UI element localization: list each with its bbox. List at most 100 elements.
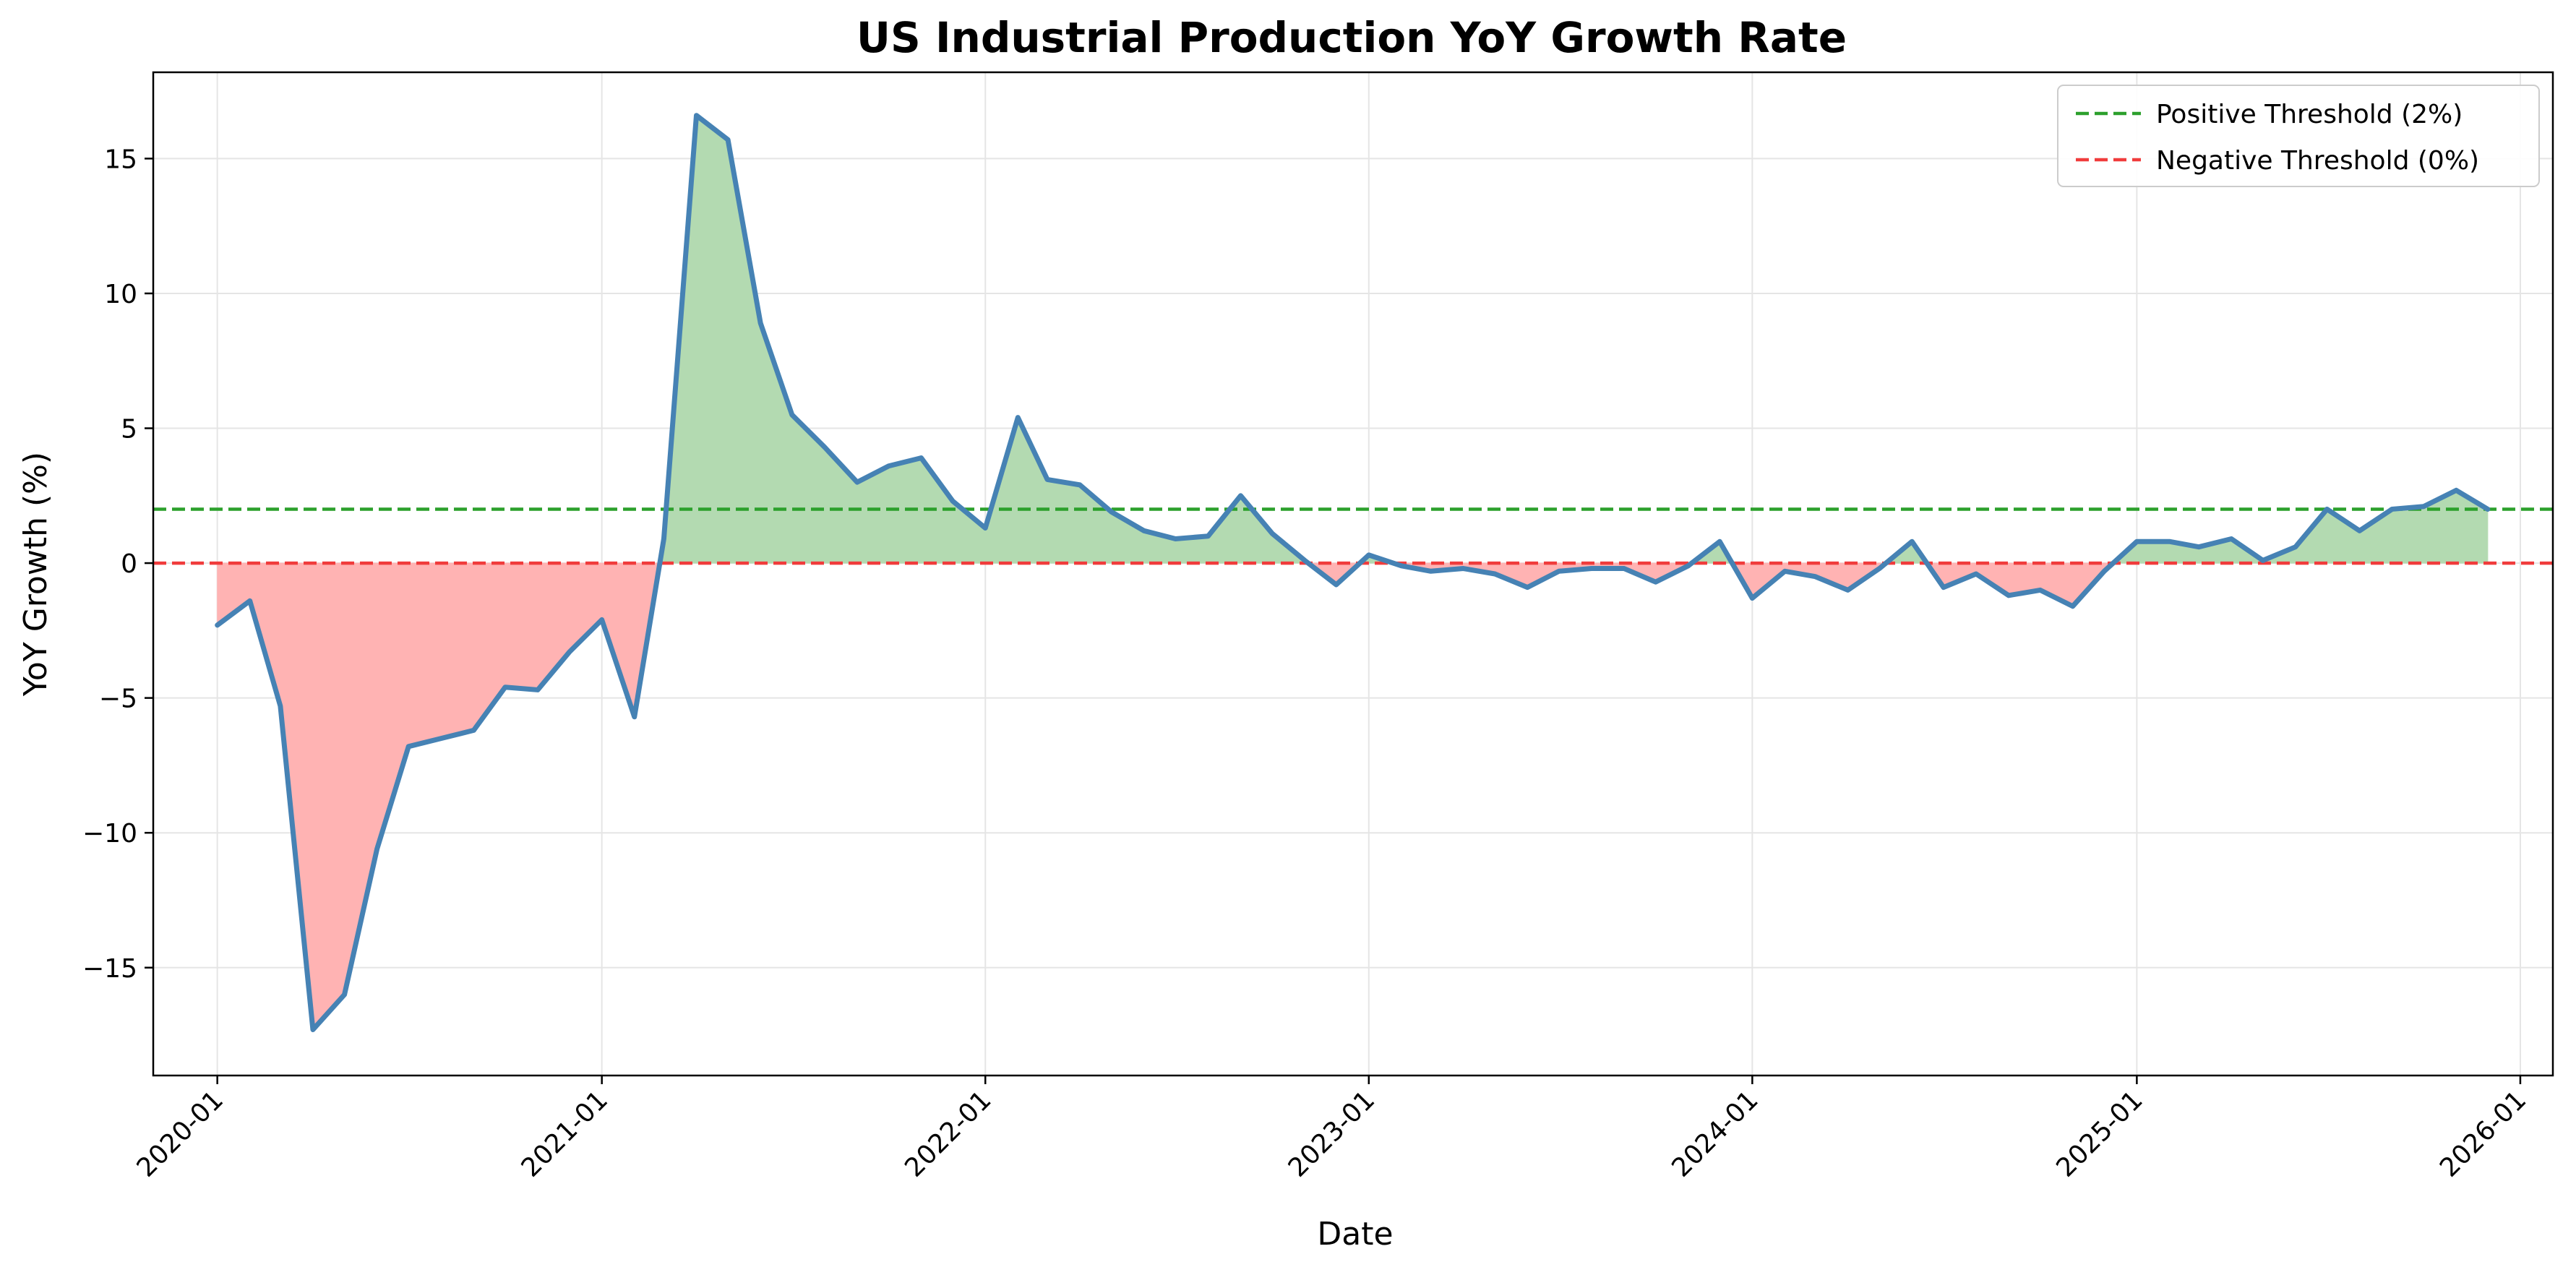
data-point (1750, 596, 1754, 601)
data-point (855, 480, 859, 484)
axes-frame (152, 71, 2554, 1077)
data-point (1782, 569, 1787, 573)
data-point (2358, 528, 2362, 533)
data-point (2197, 545, 2201, 549)
data-point (2134, 539, 2139, 544)
data-point (1045, 477, 1049, 481)
data-point (1461, 567, 1466, 571)
threshold-lines (153, 507, 2553, 565)
y-axis-ticks: −15 −10 −5 0 5 10 15 (82, 145, 153, 984)
data-point (2261, 558, 2265, 562)
x-tick-label: 2022-01 (899, 1085, 997, 1182)
y-tick-label: −5 (99, 684, 137, 714)
y-tick-label: 10 (104, 280, 137, 309)
series-layer (215, 113, 2491, 1033)
data-point (695, 113, 699, 118)
data-point (343, 992, 347, 997)
data-point (1910, 539, 1914, 544)
chart-title: US Industrial Production YoY Growth Rate (856, 13, 1847, 62)
legend-positive-label: Positive Threshold (2%) (2156, 100, 2463, 129)
data-point (758, 321, 763, 325)
data-point (2293, 545, 2298, 549)
data-point (950, 499, 955, 503)
data-point (1622, 567, 1626, 571)
data-point (1686, 564, 1691, 568)
data-point (983, 526, 987, 531)
data-point (1589, 567, 1594, 571)
x-tick-label: 2020-01 (132, 1085, 229, 1182)
x-axis-ticks: 2020-01 2021-01 2022-01 2023-01 2024-01 2025-… (132, 1076, 2532, 1183)
data-point (1206, 534, 1210, 538)
data-point (1877, 567, 1881, 571)
data-point (887, 464, 891, 468)
data-point (1813, 575, 1818, 579)
data-point (2486, 507, 2490, 511)
legend-negative-label: Negative Threshold (0%) (2156, 146, 2479, 176)
data-point (1557, 569, 1561, 573)
data-point (1334, 583, 1339, 587)
data-point (790, 413, 794, 417)
y-tick-label: 0 (121, 549, 137, 579)
x-tick-label: 2024-01 (1666, 1085, 1764, 1182)
data-point (1078, 483, 1082, 487)
data-point (1302, 558, 1307, 562)
data-point (375, 847, 379, 851)
y-tick-label: 15 (104, 145, 137, 174)
data-point (1974, 572, 1978, 576)
data-point (2390, 507, 2395, 511)
x-tick-label: 2023-01 (1283, 1085, 1381, 1182)
data-point (1238, 494, 1242, 498)
data-point (2167, 539, 2171, 544)
x-axis-label: Date (1317, 1216, 1393, 1253)
data-point (215, 623, 220, 627)
data-point (1429, 569, 1433, 573)
data-point (439, 737, 443, 741)
data-point (1654, 580, 1658, 584)
data-point (1493, 572, 1497, 576)
data-point (278, 704, 283, 708)
data-point (726, 137, 730, 142)
data-point (311, 1028, 315, 1032)
data-point (248, 598, 252, 603)
data-point (2102, 569, 2106, 573)
y-axis-label: YoY Growth (%) (17, 452, 54, 697)
data-point (1846, 588, 1850, 592)
data-point (632, 715, 637, 719)
data-point (1173, 536, 1177, 541)
data-point (1525, 585, 1529, 590)
data-point (1109, 510, 1114, 514)
data-point (1399, 564, 1404, 568)
data-point (2324, 507, 2329, 511)
y-tick-label: −10 (82, 819, 137, 849)
data-point (536, 687, 540, 692)
data-point (1016, 416, 1020, 420)
data-point (2454, 488, 2458, 492)
data-point (1941, 585, 1946, 590)
data-point (823, 445, 827, 450)
data-point (406, 744, 411, 749)
data-point (1142, 528, 1146, 533)
data-point (567, 650, 572, 654)
data-point (1270, 531, 1274, 536)
data-point (2071, 604, 2075, 609)
data-point (2006, 593, 2011, 598)
x-tick-label: 2021-01 (516, 1085, 614, 1182)
data-point (600, 617, 604, 622)
y-tick-label: −15 (82, 954, 137, 984)
data-point (919, 456, 924, 460)
data-point (2421, 505, 2426, 509)
data-point (661, 536, 666, 541)
legend-box (2057, 85, 2540, 187)
data-point (2229, 536, 2233, 541)
data-point (503, 685, 507, 690)
data-point (2038, 588, 2043, 592)
x-tick-label: 2026-01 (2434, 1085, 2532, 1182)
y-tick-label: 5 (121, 415, 137, 445)
legend: Positive Threshold (2%) Negative Thresho… (2057, 85, 2540, 187)
data-point (471, 728, 476, 732)
data-point (1717, 539, 1722, 544)
yoy-growth-line (215, 113, 2491, 1033)
data-point (1367, 553, 1371, 557)
x-tick-label: 2025-01 (2051, 1085, 2148, 1182)
